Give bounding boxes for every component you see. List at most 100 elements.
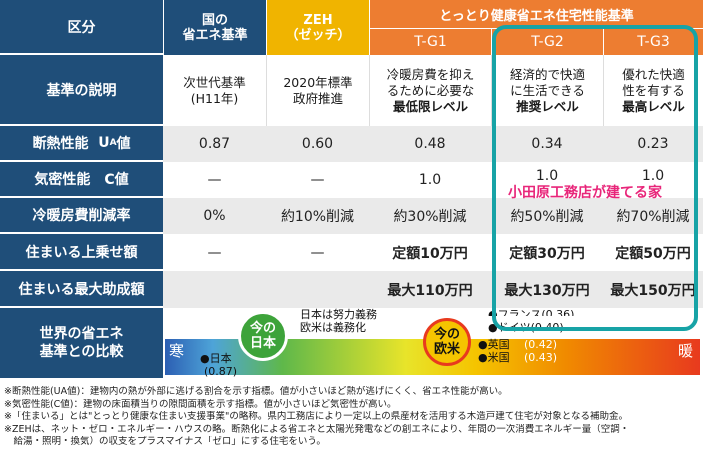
zeh-header-line1: ZEH (303, 12, 333, 28)
desc-tg2-line1: 経済的で快適 (509, 66, 585, 82)
kubun-header: 区分 (0, 0, 163, 55)
add-label-text: 住まいる上乗せ額 (25, 244, 138, 261)
c-label-text: 気密性能 C値 (34, 172, 129, 188)
builder-callout: 小田原工務店が建てる家 (508, 185, 662, 201)
footnote-ua: ※断熱性能(UA値)：建物内の熱が外部に逃げる割合を示す指標。値が小さいほど熱が… (4, 386, 508, 397)
add-tg1: 定額10万円 (369, 234, 491, 271)
add-zeh: — (266, 234, 369, 271)
ua-kuni-value: 0.87 (198, 136, 231, 152)
kuni-header-line1: 国の (201, 12, 228, 28)
c-kuni-value: — (207, 172, 222, 188)
max-tg1: 最大110万円 (369, 271, 491, 308)
world-label-line2: 基準との比較 (39, 344, 124, 360)
uk-marker: ●英国 (478, 338, 510, 351)
cost-label: 冷暖房費削減率 (0, 198, 163, 234)
c-kuni: — (163, 162, 266, 198)
tottori-header: とっとり健康省エネ住宅性能基準 (369, 0, 703, 28)
cost-zeh-value: 約10%削減 (280, 209, 355, 225)
footnote-zeh-cont: 給湯・照明・換気）の収支をプラスマイナス「ゼロ」にする住宅をいう。 (4, 436, 326, 447)
us-marker: ●米国 (478, 351, 510, 364)
c-zeh-value: — (310, 172, 325, 188)
ua-zeh: 0.60 (266, 126, 369, 162)
ua-symbol: U (98, 135, 110, 151)
footnote-sumairu: ※「住まいる」とは"とっとり健康な住まい支援事業"の略称。県内工務店により一定以… (4, 411, 628, 422)
now-japan-line2: 日本 (249, 336, 276, 351)
c-tg1: 1.0 (369, 162, 491, 198)
add-tg3-value: 定額50万円 (615, 245, 691, 262)
zeh-header: ZEH （ゼッチ） (266, 0, 369, 55)
add-tg2: 定額30万円 (491, 234, 603, 271)
cost-tg3-value: 約70%削減 (616, 209, 690, 225)
ua-tg1-value: 0.48 (414, 136, 446, 152)
desc-kuni-line2: (H11年) (190, 90, 239, 106)
desc-kuni: 次世代基準 (H11年) (163, 55, 266, 126)
kuni-header: 国の 省エネ基準 (163, 0, 266, 55)
cost-tg1: 約30%削減 (369, 198, 491, 234)
cost-kuni-value: 0% (203, 208, 226, 224)
cost-zeh: 約10%削減 (266, 198, 369, 234)
ua-tg3: 0.23 (603, 126, 703, 162)
world-label: 世界の省エネ 基準との比較 (0, 308, 163, 380)
tg2-header: T-G2 (491, 28, 603, 55)
c-tg3-value: 1.0 (641, 168, 665, 184)
desc-label: 基準の説明 (0, 55, 163, 126)
us-value: (0.43) (524, 351, 558, 364)
tg3-header-text: T-G3 (637, 34, 670, 50)
now-west-line2: 欧米 (433, 342, 460, 357)
desc-tg3-line3: 最高レベル (622, 98, 685, 114)
max-tg3-value: 最大150万円 (610, 282, 696, 299)
desc-tg2-line2: に生活できる (510, 82, 585, 98)
desc-tg3-line1: 優れた快適 (622, 66, 685, 82)
desc-tg1-line1: 冷暖房費を抑え (386, 66, 475, 82)
cold-label: 寒 (169, 342, 185, 360)
japan-effort-note: 日本は努力義務 (300, 308, 377, 321)
add-kuni: — (163, 234, 266, 271)
tg2-header-text: T-G2 (531, 34, 564, 50)
footnote-zeh: ※ZEHは、ネット・ゼロ・エネルギー・ハウスの略。断熱化による省エネと太陽光発電… (4, 423, 630, 435)
uk-value: (0.42) (524, 338, 558, 351)
desc-tg3-line2: 性を有する (622, 82, 685, 98)
max-label-text: 住まいる最大助成額 (18, 281, 145, 298)
tottori-header-text: とっとり健康省エネ住宅性能基準 (439, 8, 634, 24)
tg1-header: T-G1 (369, 28, 491, 55)
world-label-line1: 世界の省エネ (39, 326, 124, 342)
cost-kuni: 0% (163, 198, 266, 234)
now-west-line1: 今の (433, 327, 460, 342)
cost-tg1-value: 約30%削減 (393, 209, 467, 225)
desc-zeh: 2020年標準 政府推進 (266, 55, 369, 126)
add-tg3: 定額50万円 (603, 234, 703, 271)
add-label: 住まいる上乗せ額 (0, 234, 163, 271)
ua-tg3-value: 0.23 (637, 136, 669, 152)
now-japan-bubble: 今の 日本 (238, 311, 288, 361)
c-label: 気密性能 C値 (0, 162, 163, 198)
desc-tg1-line2: るために必要な (386, 82, 475, 98)
desc-zeh-line1: 2020年標準 (283, 74, 353, 90)
japan-value: (0.87) (204, 365, 238, 378)
ua-tg1: 0.48 (369, 126, 491, 162)
warm-label: 暖 (678, 342, 694, 360)
cost-label-text: 冷暖房費削減率 (32, 208, 131, 224)
add-kuni-value: — (207, 244, 222, 261)
ua-kuni: 0.87 (163, 126, 266, 162)
max-tg3: 最大150万円 (603, 271, 703, 308)
max-empty (163, 271, 369, 308)
kubun-text: 区分 (67, 19, 96, 36)
add-tg2-value: 定額30万円 (509, 245, 585, 262)
desc-kuni-line1: 次世代基準 (183, 74, 246, 90)
ua-suffix: 値 (116, 136, 131, 152)
add-tg1-value: 定額10万円 (392, 245, 468, 262)
cost-tg3: 約70%削減 (603, 198, 703, 234)
desc-tg1-line3: 最低限レベル (392, 98, 468, 114)
now-west-bubble: 今の 欧米 (423, 318, 471, 366)
max-tg1-value: 最大110万円 (387, 282, 473, 299)
c-tg2: 1.0 (491, 162, 603, 198)
now-japan-line1: 今の (249, 321, 276, 336)
cost-tg2: 約50%削減 (491, 198, 603, 234)
desc-label-text: 基準の説明 (46, 82, 117, 99)
recommended-highlight-frame (492, 25, 698, 331)
france-marker: ●フランス(0.36) (488, 309, 575, 316)
japan-marker: ●日本 (200, 352, 232, 365)
max-label: 住まいる最大助成額 (0, 271, 163, 308)
tg1-header-text: T-G1 (414, 34, 447, 50)
